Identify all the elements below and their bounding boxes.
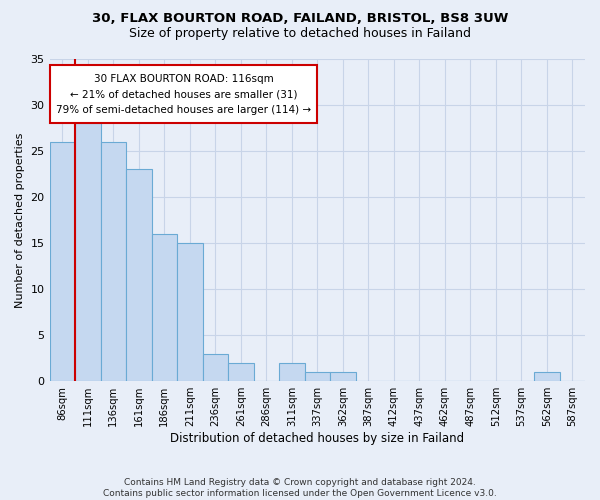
Y-axis label: Number of detached properties: Number of detached properties <box>15 132 25 308</box>
Bar <box>50 142 75 381</box>
Bar <box>305 372 330 381</box>
Bar <box>152 234 177 381</box>
Text: Size of property relative to detached houses in Failand: Size of property relative to detached ho… <box>129 28 471 40</box>
Bar <box>330 372 356 381</box>
Bar <box>75 124 101 381</box>
FancyBboxPatch shape <box>50 66 317 124</box>
Bar <box>203 354 228 381</box>
Text: 30, FLAX BOURTON ROAD, FAILAND, BRISTOL, BS8 3UW: 30, FLAX BOURTON ROAD, FAILAND, BRISTOL,… <box>92 12 508 26</box>
Bar <box>228 363 254 381</box>
Bar <box>101 142 126 381</box>
Bar <box>177 243 203 381</box>
Text: 30 FLAX BOURTON ROAD: 116sqm
← 21% of detached houses are smaller (31)
79% of se: 30 FLAX BOURTON ROAD: 116sqm ← 21% of de… <box>56 74 311 115</box>
Text: Contains HM Land Registry data © Crown copyright and database right 2024.
Contai: Contains HM Land Registry data © Crown c… <box>103 478 497 498</box>
Bar <box>279 363 305 381</box>
Bar <box>126 170 152 381</box>
Bar <box>534 372 560 381</box>
X-axis label: Distribution of detached houses by size in Failand: Distribution of detached houses by size … <box>170 432 464 445</box>
